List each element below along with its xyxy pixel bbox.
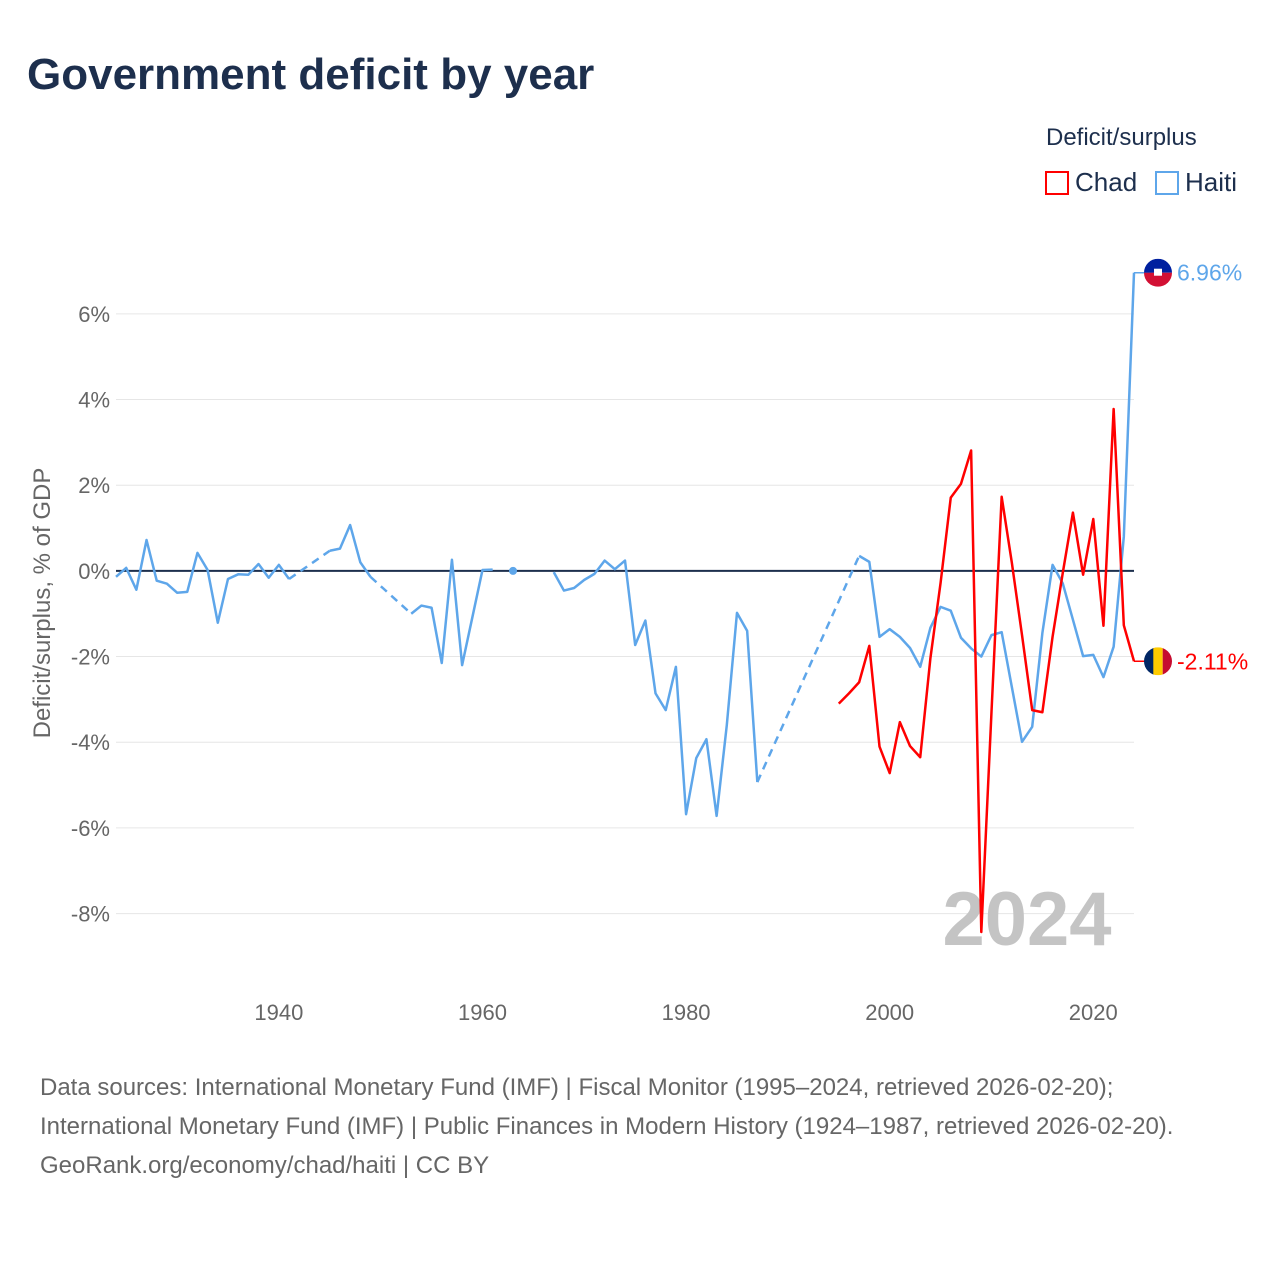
y-tick-label: -4% (71, 730, 110, 755)
flag-emblem (1154, 268, 1162, 276)
x-tick-label: 2000 (865, 1000, 914, 1025)
legend-label-haiti: Haiti (1185, 167, 1238, 197)
haiti-flag-icon (1144, 258, 1172, 287)
haiti-gap-line (369, 575, 413, 615)
haiti-gap-line (756, 555, 861, 783)
haiti-gap-line (288, 549, 331, 581)
chad-end-label: -2.11% (1177, 648, 1248, 674)
chad-flag-icon (1144, 647, 1172, 676)
y-axis-title: Deficit/surplus, % of GDP (29, 468, 56, 739)
haiti-point (509, 566, 518, 575)
chad-line (837, 407, 1136, 934)
flag-stripe-blue (1144, 258, 1172, 273)
flag-stripe-red (1162, 647, 1172, 676)
haiti-line (858, 272, 1136, 744)
flag-fill (1144, 647, 1172, 676)
legend-label-chad: Chad (1075, 167, 1138, 197)
haiti-end-label: 6.96% (1177, 260, 1242, 286)
year-watermark: 2024 (942, 877, 1111, 962)
flag-stripe-red (1144, 272, 1172, 287)
x-tick-label: 1940 (254, 1000, 303, 1025)
y-tick-label: -6% (71, 816, 110, 841)
y-tick-label: -8% (71, 902, 110, 927)
footer: Data sources: International Monetary Fun… (40, 1068, 1240, 1185)
haiti-line (115, 538, 291, 624)
flag-stripe-blue (1144, 647, 1154, 676)
y-tick-label: 6% (78, 302, 110, 327)
y-tick-label: -2% (71, 645, 110, 670)
flag-fill (1144, 258, 1172, 287)
y-tick-label: 2% (78, 473, 110, 498)
legend-swatch-haiti (1155, 170, 1179, 195)
legend-item-chad[interactable]: Chad (1045, 167, 1137, 198)
flag-stripe-yellow (1153, 647, 1163, 676)
x-tick-label: 2020 (1069, 1000, 1118, 1025)
credit-link[interactable]: GeoRank.org/economy/chad/haiti | CC BY (40, 1152, 490, 1179)
haiti-line (329, 523, 372, 578)
x-tick-label: 1960 (458, 1000, 507, 1025)
haiti-line (552, 559, 759, 818)
legend-item-haiti[interactable]: Haiti (1155, 167, 1237, 198)
data-sources: Data sources: International Monetary Fun… (40, 1074, 1174, 1140)
legend-title: Deficit/surplus (1046, 124, 1197, 151)
chart-title: Government deficit by year (27, 50, 595, 99)
y-tick-label: 0% (78, 559, 110, 584)
x-tick-label: 1980 (662, 1000, 711, 1025)
haiti-line (410, 558, 493, 667)
legend-swatch-chad (1045, 170, 1069, 195)
y-tick-label: 4% (78, 388, 110, 413)
